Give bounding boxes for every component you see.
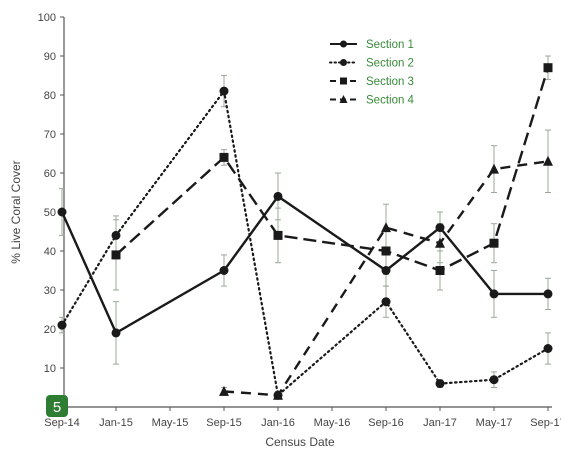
x-tick-label: May-16: [314, 417, 351, 429]
series-2-point: [381, 297, 391, 307]
y-tick-label: 90: [44, 51, 56, 63]
series-3-point: [435, 266, 445, 275]
x-tick-label: Jan-16: [261, 417, 295, 429]
legend-series-1-label: Section 1: [366, 39, 414, 51]
legend-series-2-swatch-marker: [340, 59, 347, 66]
series-4-point: [543, 155, 553, 166]
series-1-point: [57, 207, 67, 217]
x-tick-label: Jan-17: [423, 417, 457, 429]
x-tick-label: Sep-17: [530, 417, 561, 429]
series-4-point: [435, 237, 445, 248]
legend-series-1-swatch-marker: [340, 40, 347, 48]
series-4-point: [489, 163, 499, 174]
series-2-point: [489, 375, 499, 385]
x-axis-title: Census Date: [265, 435, 335, 449]
series-3-point: [219, 152, 229, 162]
series-1-point: [543, 289, 553, 299]
series-1-point: [381, 266, 391, 275]
series-1-point: [111, 328, 121, 338]
y-tick-label: 10: [44, 363, 56, 375]
series-1-point: [489, 289, 499, 299]
page-badge: 5: [46, 395, 68, 417]
x-tick-label: Sep-15: [206, 417, 241, 429]
x-tick-label: Sep-14: [44, 417, 79, 429]
series-2-point: [111, 230, 121, 240]
markers-layer: [57, 63, 553, 400]
y-tick-label: 80: [44, 90, 56, 102]
series-4-point: [381, 222, 391, 233]
y-tick-label: 70: [44, 129, 56, 141]
series-2-point: [219, 86, 229, 96]
series-2-line: [60, 89, 550, 397]
legend-series-4-label: Section 4: [366, 95, 415, 107]
series-3-line: [115, 67, 550, 272]
x-tick-label: Jan-15: [99, 417, 133, 429]
error-bars-layer: [59, 55, 551, 400]
y-tick-label: 20: [44, 324, 56, 336]
series-1-point: [273, 191, 283, 201]
x-tick-label: May-17: [476, 417, 513, 429]
y-tick-label: 60: [44, 168, 56, 180]
series-2-point: [435, 379, 445, 389]
series-1-point: [435, 223, 445, 233]
series-1-line: [60, 195, 548, 335]
x-tick-label: May-15: [152, 417, 189, 429]
series-4-point: [219, 385, 229, 396]
badge-box: [46, 395, 68, 417]
y-axis-title: % Live Coral Cover: [9, 160, 23, 263]
y-tick-label: 100: [38, 12, 56, 24]
series-3-point: [543, 63, 553, 73]
y-tick-label: 30: [44, 285, 56, 297]
series-4-point: [273, 389, 283, 400]
y-tick-label: 40: [44, 246, 56, 258]
y-tick-label: 50: [44, 207, 56, 219]
series-3-point: [111, 250, 121, 260]
series-1-point: [219, 266, 229, 275]
series-2-point: [57, 320, 67, 330]
legend-series-3-label: Section 3: [366, 76, 414, 88]
axes-layer: 0102030405060708090100Sep-14Jan-15May-15…: [9, 12, 561, 449]
series-lines-layer: [60, 67, 550, 397]
series-2-point: [543, 344, 553, 353]
legend-series-4-swatch-marker: [339, 95, 348, 103]
legend: Section 1 Section 2 Section 3 Section 4: [329, 39, 415, 107]
series-3-point: [381, 246, 391, 256]
series-3-point: [489, 238, 499, 248]
legend-series-3-swatch-marker: [340, 77, 347, 85]
series-3-point: [273, 230, 283, 240]
legend-series-2-label: Section 2: [366, 58, 414, 70]
x-tick-label: Sep-16: [368, 417, 403, 429]
badge-text: 5: [53, 399, 61, 416]
series-4-line: [223, 160, 549, 397]
